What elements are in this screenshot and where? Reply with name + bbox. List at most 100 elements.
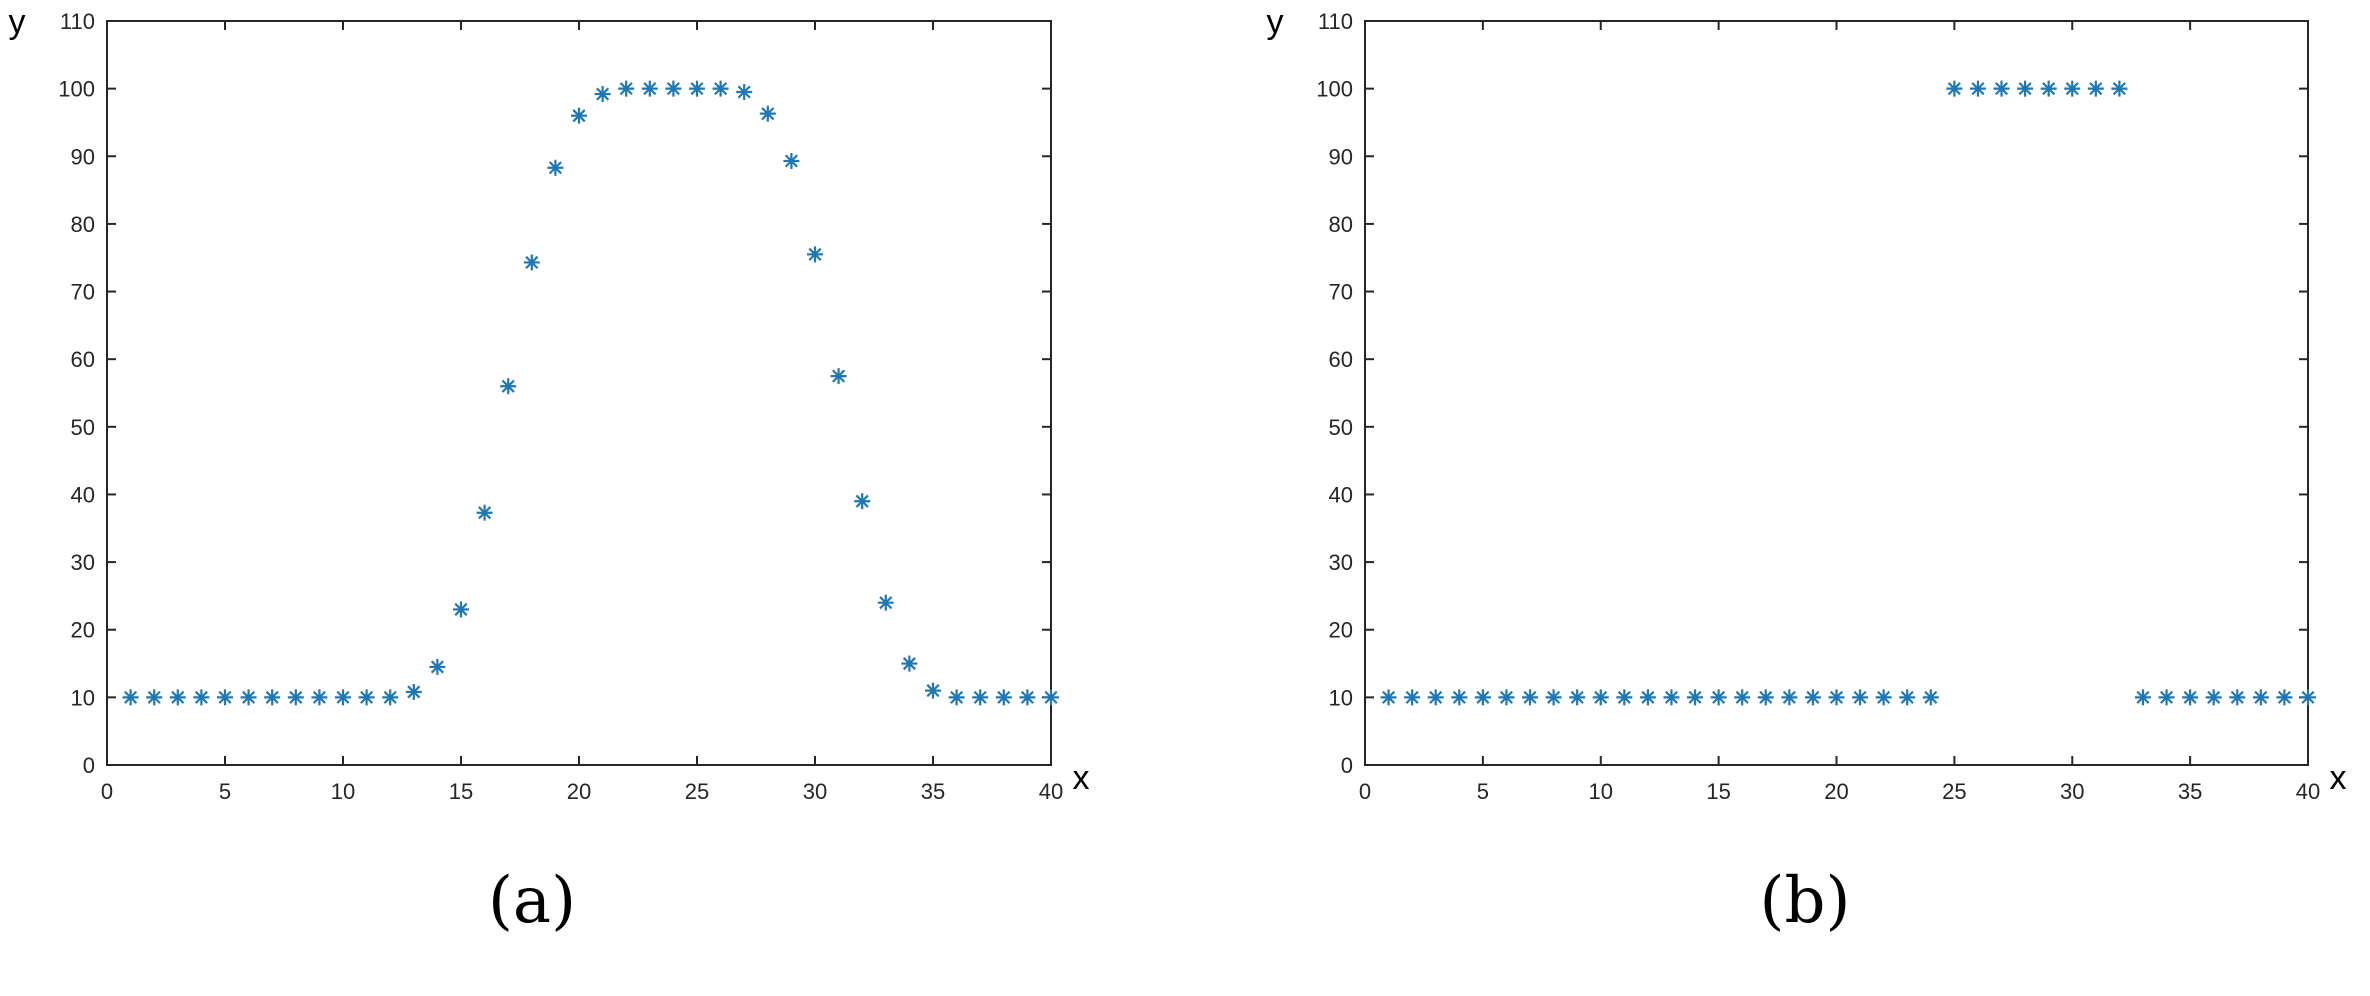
- chart-panel-b: 0 5 10 15 20 25 30 35 40 0 10 20 30 40 50 60 70 80 90 100 11…: [1190, 0, 2370, 830]
- marker-stroke: [265, 690, 279, 704]
- data-point: [2229, 689, 2246, 706]
- data-point: [877, 594, 894, 611]
- x-tick-label: 5: [1477, 779, 1489, 804]
- data-point: [1427, 689, 1444, 706]
- data-point: [972, 689, 989, 706]
- marker-stroke: [879, 596, 893, 610]
- data-point: [1852, 689, 1869, 706]
- plot-area-frame: [1364, 20, 2309, 766]
- data-point: [665, 80, 682, 97]
- marker-stroke: [1617, 690, 1631, 704]
- data-point: [193, 689, 210, 706]
- marker-stroke: [737, 85, 751, 99]
- y-tick-label: 90: [71, 144, 95, 169]
- y-tick-label: 10: [1329, 685, 1353, 710]
- data-point: [217, 689, 233, 706]
- data-point: [1804, 689, 1821, 706]
- data-point: [429, 658, 446, 675]
- x-tick-label: 20: [567, 779, 591, 804]
- marker-stroke: [194, 690, 208, 704]
- data-point: [547, 159, 564, 176]
- marker-stroke: [124, 690, 138, 704]
- x-tick-label: 0: [1359, 779, 1371, 804]
- data-point: [925, 682, 941, 699]
- data-point: [854, 493, 871, 510]
- marker-stroke: [950, 690, 964, 704]
- marker-stroke: [1924, 690, 1938, 704]
- data-point: [240, 689, 257, 706]
- x-tick-label: 30: [803, 779, 827, 804]
- data-point: [759, 105, 776, 122]
- data-point: [311, 689, 328, 706]
- marker-stroke: [997, 690, 1011, 704]
- y-tick-label: 0: [1341, 753, 1353, 778]
- data-point: [736, 84, 753, 101]
- data-point: [948, 689, 965, 706]
- data-point: [1828, 689, 1845, 706]
- marker-stroke: [1594, 690, 1608, 704]
- marker-stroke: [2160, 690, 2174, 704]
- marker-stroke: [2089, 82, 2103, 96]
- data-point: [1757, 689, 1774, 706]
- data-point: [1781, 689, 1798, 706]
- marker-stroke: [2207, 690, 2221, 704]
- marker-stroke: [596, 87, 610, 101]
- marker-stroke: [1452, 690, 1466, 704]
- y-axis-label: y: [9, 3, 26, 41]
- marker-stroke: [1735, 690, 1749, 704]
- y-axis-label: y: [1267, 3, 1284, 41]
- data-point: [1734, 689, 1751, 706]
- data-point: [1969, 80, 1986, 97]
- data-point: [1875, 689, 1892, 706]
- data-point: [335, 689, 351, 706]
- marker-stroke: [1782, 690, 1796, 704]
- data-point: [2087, 80, 2104, 97]
- marker-stroke: [2018, 82, 2032, 96]
- marker-stroke: [1971, 82, 1985, 96]
- marker-stroke: [902, 657, 916, 671]
- data-point: [2040, 80, 2057, 97]
- marker-stroke: [218, 690, 232, 704]
- y-tick-label: 30: [1329, 550, 1353, 575]
- marker-stroke: [501, 379, 515, 393]
- y-tick-label: 110: [60, 9, 95, 34]
- y-tick-label: 70: [1329, 280, 1353, 305]
- data-point: [2134, 689, 2151, 706]
- data-point: [618, 80, 635, 97]
- marker-stroke: [1853, 690, 1867, 704]
- marker-stroke: [643, 82, 657, 96]
- data-point: [382, 689, 399, 706]
- data-point: [1946, 80, 1963, 97]
- marker-stroke: [714, 82, 728, 96]
- y-tick-label: 20: [71, 618, 95, 643]
- x-tick-label: 15: [449, 779, 473, 804]
- marker-stroke: [289, 690, 303, 704]
- data-point: [2111, 80, 2128, 97]
- data-point: [122, 689, 139, 706]
- x-tick-label: 0: [101, 779, 113, 804]
- x-tick-label: 10: [1589, 779, 1613, 804]
- data-point: [901, 655, 918, 672]
- data-point: [807, 246, 823, 263]
- marker-stroke: [1994, 82, 2009, 96]
- data-point: [287, 689, 304, 706]
- y-tick-label: 0: [83, 753, 95, 778]
- x-tick-label: 25: [685, 779, 709, 804]
- data-point: [712, 80, 729, 97]
- data-point: [1899, 689, 1916, 706]
- y-tick-label: 50: [71, 415, 95, 440]
- data-point: [169, 689, 186, 706]
- marker-stroke: [973, 690, 987, 704]
- marker-stroke: [1900, 690, 1914, 704]
- x-tick-label: 40: [1039, 779, 1063, 804]
- marker-stroke: [1570, 690, 1584, 704]
- data-point: [1498, 689, 1515, 706]
- marker-stroke: [1405, 690, 1419, 704]
- marker-stroke: [2042, 82, 2056, 96]
- data-point: [1663, 689, 1680, 706]
- data-point: [1993, 80, 2010, 97]
- data-point: [476, 504, 493, 521]
- marker-stroke: [1947, 82, 1961, 96]
- marker-stroke: [407, 685, 421, 699]
- data-point: [1404, 689, 1421, 706]
